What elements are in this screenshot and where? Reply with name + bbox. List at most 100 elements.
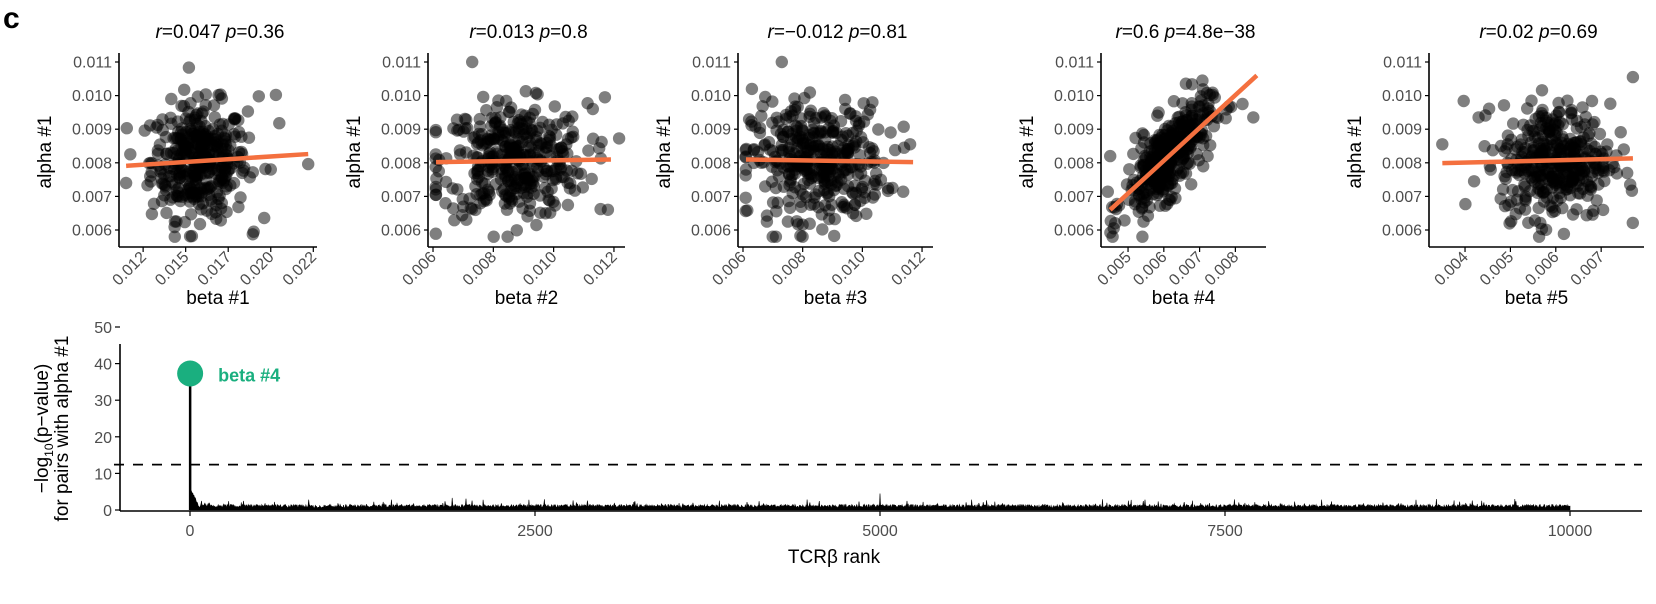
data-point [523, 135, 536, 148]
data-point [164, 170, 177, 183]
points [739, 55, 917, 243]
data-point [1614, 126, 1627, 139]
data-point [765, 175, 779, 188]
data-point [545, 123, 558, 136]
data-point [492, 94, 505, 107]
data-point [897, 185, 910, 198]
data-point [302, 157, 315, 171]
data-point [1169, 128, 1182, 141]
x-tick-label: 0.006 [1130, 249, 1170, 289]
data-point [739, 191, 752, 204]
data-point [1176, 97, 1189, 110]
y-label-log: −log [32, 457, 53, 493]
data-point [800, 163, 813, 177]
data-point [1554, 160, 1567, 173]
y-tick-label: 0.008 [1382, 155, 1422, 172]
data-point [1104, 149, 1117, 163]
data-point [783, 201, 797, 214]
scatter-panels: r=0.047 p=0.360.0060.0070.0080.0090.0100… [35, 22, 1644, 309]
y-label-pvalue: (p−value) [32, 364, 53, 444]
data-point [582, 144, 595, 157]
data-point [511, 117, 524, 130]
data-point [264, 163, 277, 176]
title-p-symbol: p [848, 22, 860, 43]
data-point [165, 92, 178, 106]
y-tick-label: 0.008 [381, 155, 421, 172]
data-point [273, 117, 286, 130]
rank-pvalue-series [189, 488, 1571, 511]
data-point [1518, 178, 1531, 191]
data-point [159, 130, 173, 144]
data-point [866, 96, 879, 109]
data-point [205, 207, 218, 221]
data-point [1585, 94, 1599, 108]
y-tick-label: 0.008 [72, 155, 112, 172]
data-point [755, 109, 768, 123]
data-point [598, 91, 612, 104]
data-point [1579, 110, 1593, 124]
data-point [464, 201, 477, 215]
x-tick-label: 0.004 [1432, 249, 1472, 289]
x-tick-label: 0.010 [520, 249, 560, 289]
data-point [781, 215, 795, 228]
data-point [511, 164, 524, 177]
data-point [175, 147, 188, 160]
title-p-symbol: p [539, 22, 551, 43]
data-point [1574, 162, 1587, 175]
x-axis-label: beta #5 [1505, 288, 1568, 309]
x-tick-label: 5000 [862, 523, 898, 540]
data-point [775, 55, 788, 69]
points [1436, 70, 1640, 243]
data-point [247, 225, 260, 238]
data-point [1176, 152, 1189, 166]
data-point [545, 182, 558, 195]
data-point [1502, 198, 1515, 212]
fit-line [435, 157, 611, 165]
y-tick-label: 0.009 [72, 122, 112, 139]
y-tick-label: 0.006 [1382, 223, 1422, 240]
data-point [1594, 145, 1607, 158]
data-point [1585, 137, 1598, 150]
data-point [1175, 115, 1189, 129]
data-point [446, 182, 459, 195]
data-point [269, 88, 283, 102]
x-axis-label: beta #3 [804, 288, 867, 309]
data-point [1626, 216, 1640, 230]
data-point [1436, 138, 1449, 151]
title-p-value: =0.36 [236, 22, 284, 43]
data-point [561, 198, 575, 212]
title-r-symbol: r [767, 22, 774, 43]
data-point [170, 183, 183, 197]
x-tick-label: 2500 [517, 523, 553, 540]
data-point [1524, 119, 1537, 132]
panel-title: r=0.6 p=4.8e−38 [1115, 22, 1255, 43]
data-point [227, 112, 241, 125]
data-point [870, 167, 883, 180]
data-point [1535, 84, 1549, 97]
data-point [530, 218, 543, 232]
title-p-value: =4.8e−38 [1175, 22, 1255, 43]
y-axis-label: alpha #1 [35, 116, 56, 189]
data-point [1539, 114, 1553, 128]
x-tick-label: 0 [186, 523, 195, 540]
title-p-value: =0.69 [1550, 22, 1598, 43]
data-point [193, 217, 207, 231]
data-point [155, 172, 168, 185]
x-tick-label: 0.017 [195, 249, 235, 289]
data-point [828, 212, 841, 226]
data-point [802, 173, 815, 187]
panel-title: r=0.047 p=0.36 [156, 22, 285, 43]
y-label-subscript: 10 [42, 443, 56, 457]
data-point [612, 132, 626, 145]
data-point [531, 88, 544, 101]
data-point [1604, 97, 1617, 110]
data-point [500, 189, 513, 203]
data-point [182, 61, 196, 74]
data-point [1576, 101, 1589, 114]
data-point [214, 202, 228, 215]
data-point [237, 164, 250, 177]
panel-letter: c [3, 2, 20, 35]
data-point [1496, 183, 1510, 196]
y-tick-label: 20 [94, 430, 112, 447]
data-point [1566, 208, 1580, 221]
